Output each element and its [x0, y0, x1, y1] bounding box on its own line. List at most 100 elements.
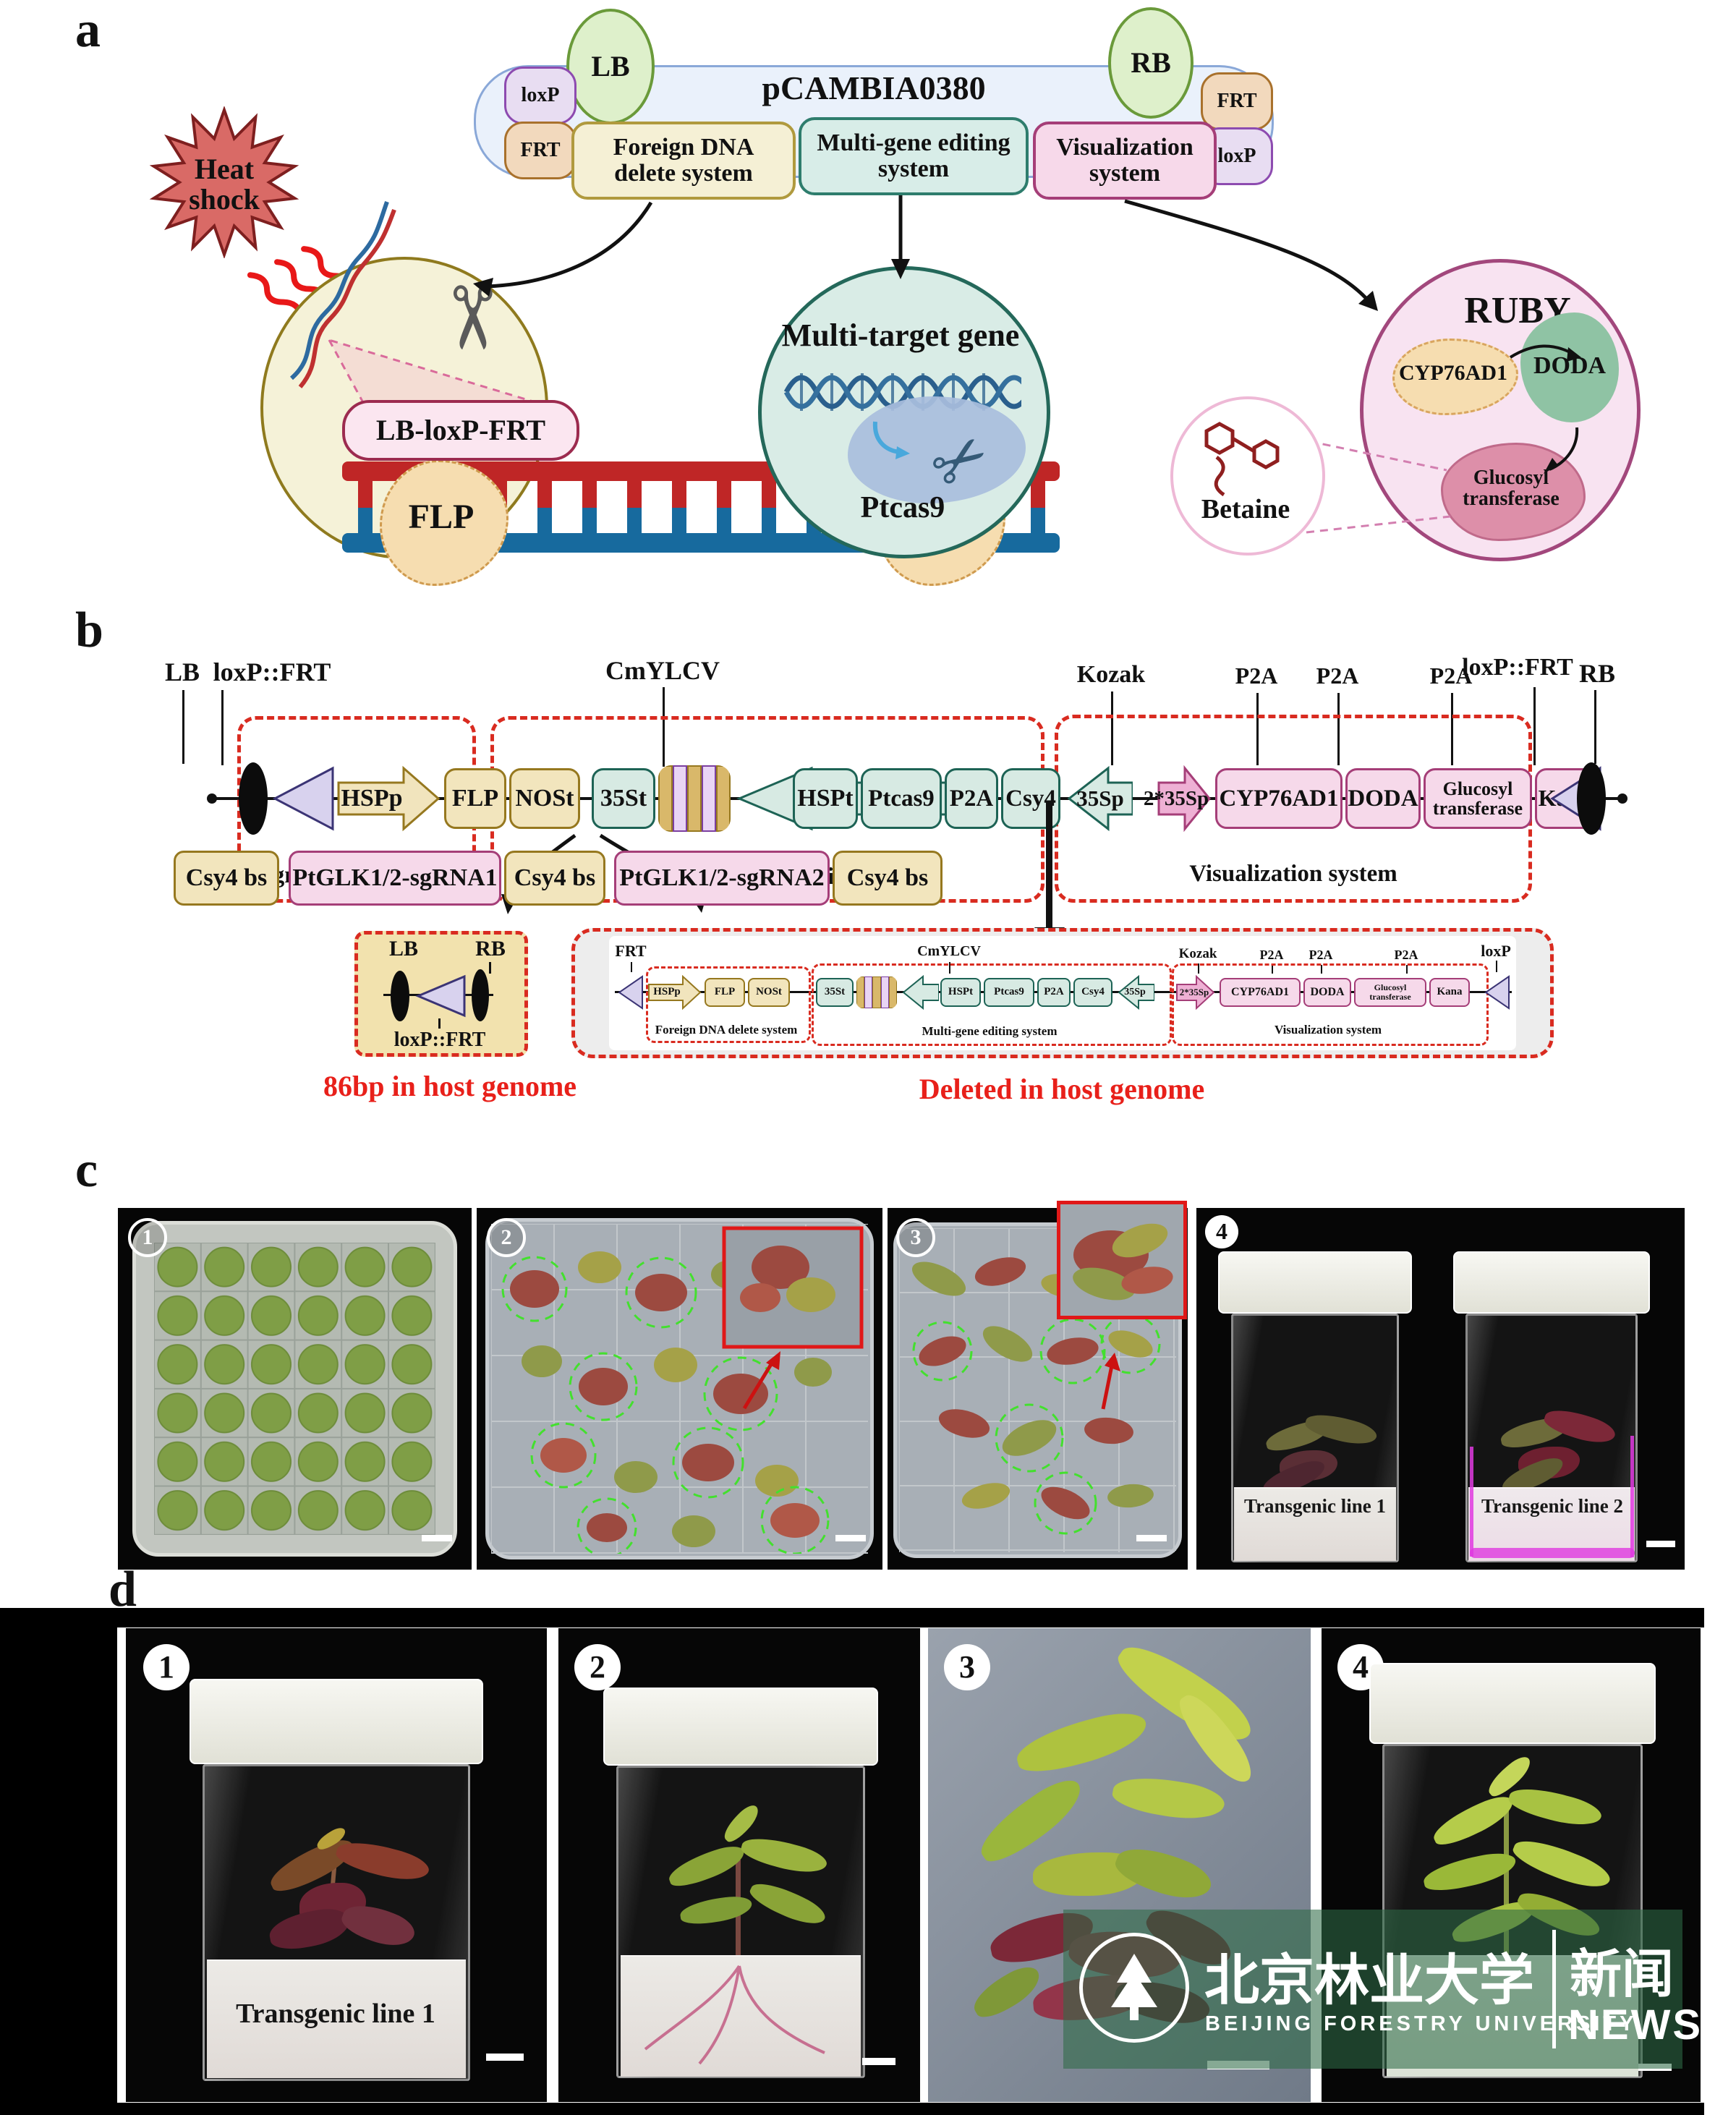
mini-35sp-label: 35Sp: [1115, 979, 1154, 1005]
promoter-35sp-arrow: [1067, 765, 1133, 832]
photo-c3-inset: [1057, 1201, 1187, 1319]
mini-foreign-caption: Foreign DNA delete system: [655, 1023, 798, 1037]
deleted-caption: Deleted in host genome: [919, 1073, 1205, 1105]
heat-shock-star: [149, 106, 299, 258]
glucosyl-text: Glucosyl transferase: [1463, 466, 1560, 510]
tick: [1533, 687, 1536, 765]
bfu-logo: [1079, 1933, 1189, 2043]
photo-number-badge: 1: [143, 1644, 190, 1690]
csy4bs-box: Csy4 bs: [174, 851, 279, 906]
scale-bar: [835, 1535, 866, 1541]
panel-c: c 1: [0, 1128, 1736, 1591]
pink-roots: [644, 1965, 825, 2065]
tick: [1198, 963, 1199, 974]
map-label-p2a: P2A: [1429, 663, 1473, 689]
multi-target-label: Multi-target gene: [781, 318, 1020, 353]
photo-number: 1: [158, 1648, 174, 1685]
dna-twist-icon: [289, 201, 396, 388]
hspp-promoter-arrow: [337, 765, 441, 832]
shoot-leaf: [1110, 1770, 1227, 1826]
stripe: [856, 976, 865, 1008]
csy4bs-text: Csy4 bs: [846, 864, 929, 892]
scale-bar: [486, 2054, 524, 2061]
betaine-label: Betaine: [1201, 494, 1290, 524]
t35st-text: 35St: [600, 785, 647, 812]
watermark-news-en: NEWS: [1568, 2001, 1703, 2048]
visualization-system-caption: Visualization system: [1189, 861, 1397, 887]
photo-c2-calli: 2: [477, 1208, 882, 1570]
anthocyanin-streak: [1630, 1436, 1634, 1557]
flp-label: FLP: [391, 492, 492, 542]
insert-lb-element: [391, 971, 409, 1021]
dna-helix-icon: [783, 373, 1021, 411]
mini-p2a-box: P2A: [1037, 978, 1071, 1007]
baseline-end-dot: [207, 793, 217, 804]
p2a-text: P2A: [949, 785, 994, 812]
mini-editing-caption: Multi-gene editing system: [922, 1024, 1058, 1038]
heat-shock-text: Heat shock: [174, 145, 275, 224]
sgrna-cassette-stripes: [658, 765, 731, 832]
p2x35sp-text: 2*35Sp: [1143, 786, 1209, 810]
stripe: [673, 765, 687, 832]
panel-a: a pCAMBIA0380 LB RB loxP FRT FRT loxP Fo…: [0, 0, 1736, 600]
cyp76ad1-label: CYP76AD1: [1395, 352, 1512, 395]
flp-text: FLP: [408, 497, 475, 536]
vessel-lid: [1453, 1251, 1650, 1314]
visualization-system-label: Visualization system: [1056, 134, 1194, 187]
mini-p2a-label: P2A: [1259, 948, 1284, 962]
mini-kana-box: Kana: [1429, 978, 1470, 1007]
glucosyl-blob: [1441, 443, 1586, 541]
cyp-text: CYP76AD1: [1219, 785, 1339, 812]
mini-35st-text: 35St: [824, 986, 846, 998]
photo-number-badge: 3: [944, 1644, 990, 1690]
stripe: [716, 765, 731, 832]
mini-cyp-box: CYP76AD1: [1220, 978, 1301, 1007]
insert-rb-label: RB: [475, 937, 506, 961]
stripe: [702, 765, 716, 832]
doda-to-glucosyl-arrow: [1544, 427, 1579, 474]
csy4bs-text: Csy4 bs: [514, 864, 596, 892]
mini-2x35sp-label: 2*35Sp: [1169, 979, 1220, 1005]
vessel-lid: [603, 1688, 878, 1766]
mini-editing-dashed: [812, 963, 1172, 1046]
sgrna-arrow-icon: [872, 421, 910, 459]
shoot-leaf: [1110, 1838, 1217, 1909]
watermark-cn: 北京林业大学: [1204, 1948, 1534, 2012]
csy4bs-box: Csy4 bs: [504, 851, 605, 906]
leaf-disc-grid: [154, 1243, 435, 1535]
mini-p2a-label: P2A: [1394, 948, 1418, 962]
editing-system-label: Multi-gene editing system: [817, 129, 1010, 182]
map-label-loxp-frt: loxP::FRT: [1462, 654, 1573, 681]
hspt-box: HSPt: [793, 768, 858, 829]
basal-leaf: [967, 1960, 1047, 2024]
mini-cyp-text: CYP76AD1: [1231, 985, 1289, 998]
mini-nost-text: NOSt: [756, 986, 782, 998]
tick: [1337, 693, 1340, 765]
rb-border-element: [1577, 762, 1606, 835]
doda-blob: [1520, 312, 1619, 422]
mini-35st-box: 35St: [816, 978, 854, 1007]
p35sp-label: 35Sp: [1069, 768, 1131, 829]
photo-number: 1: [142, 1225, 153, 1250]
insert-loxp-frt-triangle: [415, 974, 466, 1018]
panel-b: b LB loxP::FRT CmYLCV Kozak P2A P2A P2A …: [0, 600, 1736, 1128]
betaine-bubble: [1170, 396, 1325, 556]
mini-glucosyl-box: Glucosyl transferase: [1354, 978, 1426, 1007]
glucosyl-text: Glucosyl transferase: [1432, 778, 1523, 819]
photo-number-badge: 4: [1205, 1215, 1238, 1248]
projection-cone: [326, 338, 550, 408]
frt-pill-left: FRT: [504, 122, 576, 179]
scale-bar: [862, 2058, 895, 2065]
mini-2x35sp-text: 2*35Sp: [1179, 987, 1209, 998]
mini-doda-text: DODA: [1310, 985, 1345, 998]
mini-triangle: [618, 975, 643, 1010]
photo-d2: 2: [558, 1628, 920, 2102]
hspp-label: HSPp: [334, 768, 409, 829]
ptcas9-text: Ptcas9: [868, 785, 935, 812]
mini-csy4-box: Csy4: [1073, 978, 1112, 1007]
baseline-end-dot: [1617, 793, 1628, 804]
tick: [489, 962, 491, 974]
tick: [1111, 691, 1113, 765]
rb-label: RB: [1131, 46, 1171, 79]
